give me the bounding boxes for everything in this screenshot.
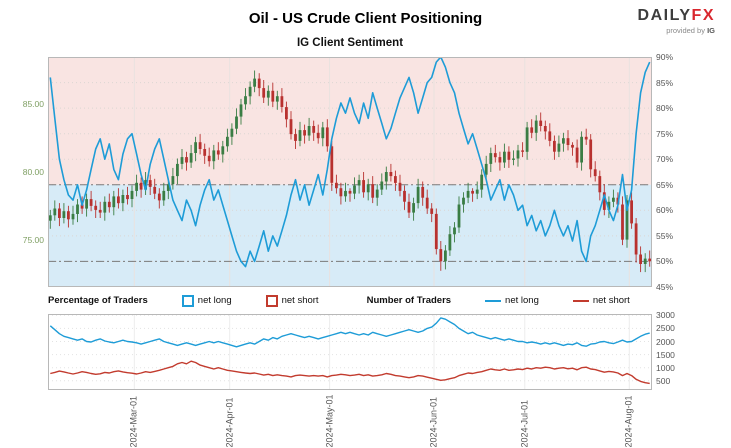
trader-count-chart [48,314,652,390]
percent-axis-tick: 60% [656,205,674,216]
num-net-short-legend: net short [572,295,630,306]
count-axis-tick: 500 [656,375,671,386]
page-title: Oil - US Crude Client Positioning [248,10,483,27]
date-axis-tick: 2024-Jun-01 [428,396,439,448]
pct-net-long-label: net long [197,295,232,306]
ig-logo-text: IG [707,26,715,35]
percent-axis-tick: 65% [656,179,674,190]
pct-net-short-label: net short [281,295,319,306]
count-axis-tick: 2500 [656,323,675,334]
percent-axis-tick: 90% [656,52,674,62]
percentage-of-traders-label: Percentage of Traders [48,295,148,306]
number-of-traders-label: Number of Traders [366,295,452,306]
brand-fx-text: FX [691,7,715,24]
net-long-box-swatch [181,294,194,307]
date-axis-tick: 2024-Jul-01 [519,399,530,448]
percent-axis-tick: 85% [656,77,674,88]
price-axis-tick: 85.00 [22,99,44,110]
percent-axis-tick: 55% [656,230,674,241]
net-short-line-swatch [572,299,589,302]
sentiment-price-chart [48,56,652,288]
net-long-line-swatch [485,299,502,302]
percent-axis-tick: 45% [656,282,674,292]
net-short-box-swatch [265,294,278,307]
brand-daily-text: DAILY [637,7,692,24]
chart-subtitle: IG Client Sentiment [296,37,404,49]
date-axis-tick: 2024-Mar-01 [128,395,139,448]
date-axis-tick: 2024-Apr-01 [224,397,235,448]
chart-legend: Percentage of Traders net long net short… [48,292,668,309]
percent-axis-tick: 75% [656,128,674,139]
dailyfx-logo: DAILYFX provided by IG [638,8,715,38]
num-net-long-label: net long [505,295,539,306]
pct-net-long-legend: net long [181,294,232,307]
count-axis-tick: 2000 [656,336,675,347]
date-axis-tick: 2024-May-01 [324,394,335,448]
percent-axis-tick: 50% [656,256,674,267]
percent-axis-tick: 80% [656,103,674,114]
num-net-long-legend: net long [485,295,539,306]
percent-axis-tick: 70% [656,154,674,165]
price-axis-tick: 80.00 [22,167,44,177]
price-axis-tick: 75.00 [22,234,44,245]
count-axis-tick: 3000 [656,310,675,321]
date-axis-tick: 2024-Aug-01 [623,395,634,448]
count-axis-tick: 1000 [656,362,675,373]
brand-provided-by: provided by IG [666,26,715,35]
pct-net-short-legend: net short [265,294,319,307]
num-net-short-label: net short [592,295,630,306]
count-axis-tick: 1500 [656,349,675,360]
